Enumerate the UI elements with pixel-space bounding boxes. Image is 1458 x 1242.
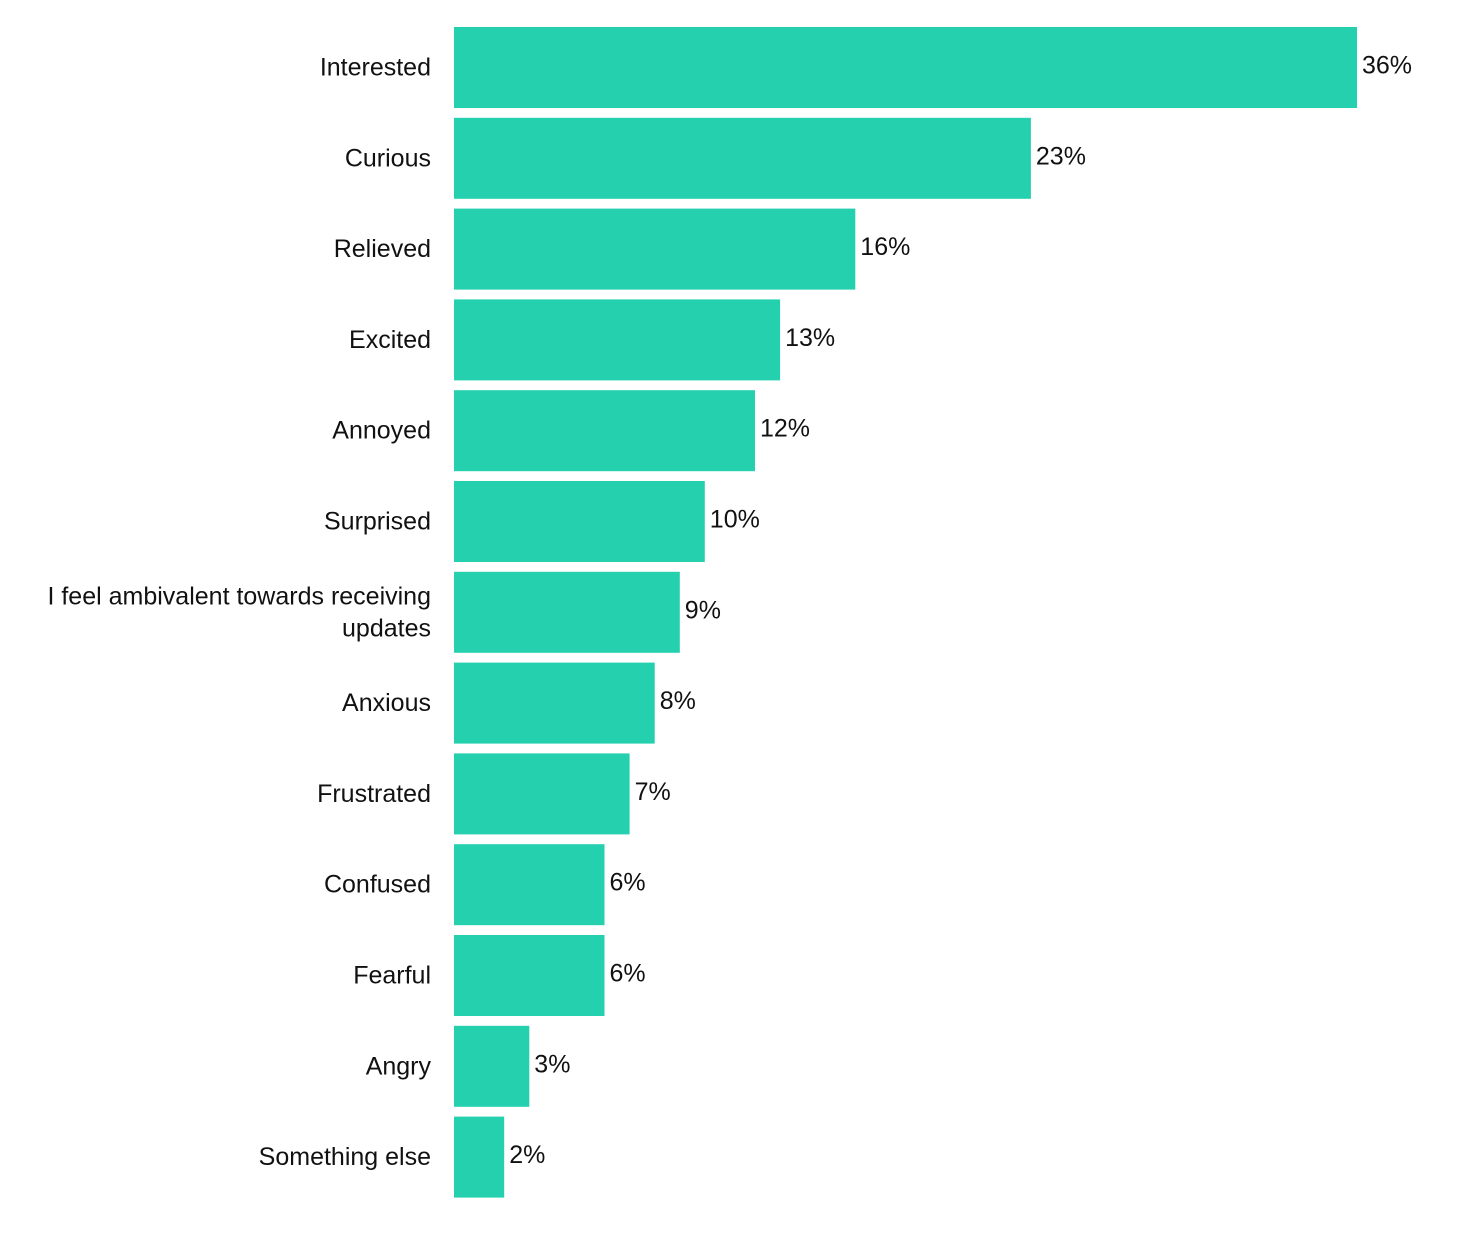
category-label: Interested <box>320 54 431 82</box>
value-label: 3% <box>534 1050 570 1078</box>
value-label: 6% <box>610 869 646 897</box>
value-label: 6% <box>610 960 646 988</box>
value-label: 10% <box>710 506 760 534</box>
bars-layer <box>454 27 1357 1198</box>
labels-layer: 36% Interested 23% Curious 16% Relieved 13% Exc… <box>47 52 1412 1172</box>
category-label: Surprised <box>324 508 431 536</box>
bar <box>454 571 680 653</box>
bar <box>454 390 755 472</box>
value-label: 23% <box>1036 142 1086 170</box>
value-label: 36% <box>1362 52 1412 80</box>
value-label: 16% <box>860 233 910 261</box>
category-label: Annoyed <box>332 417 431 445</box>
bar <box>454 117 1031 199</box>
category-label: Anxious <box>342 689 431 717</box>
bar <box>454 662 655 744</box>
bar <box>454 753 630 835</box>
value-label: 13% <box>785 324 835 352</box>
category-label: Relieved <box>334 235 431 263</box>
category-label: Something else <box>259 1143 431 1171</box>
category-label: Curious <box>345 144 431 172</box>
category-label: updates <box>342 614 431 642</box>
bar <box>454 1116 505 1198</box>
bar <box>454 27 1357 108</box>
value-label: 7% <box>635 778 671 806</box>
value-label: 8% <box>660 687 696 715</box>
value-label: 9% <box>685 596 721 624</box>
category-label: Excited <box>349 326 431 354</box>
bar <box>454 299 781 381</box>
category-label: I feel ambivalent towards receiving <box>47 582 431 610</box>
bar <box>454 208 856 290</box>
category-label: Frustrated <box>317 780 431 808</box>
category-label: Angry <box>366 1052 432 1080</box>
value-label: 12% <box>760 415 810 443</box>
bar <box>454 935 605 1016</box>
bar <box>454 844 605 926</box>
value-label: 2% <box>509 1141 545 1169</box>
category-label: Fearful <box>353 962 431 990</box>
bar <box>454 1025 530 1107</box>
bar <box>454 481 705 562</box>
category-label: Confused <box>324 871 431 899</box>
